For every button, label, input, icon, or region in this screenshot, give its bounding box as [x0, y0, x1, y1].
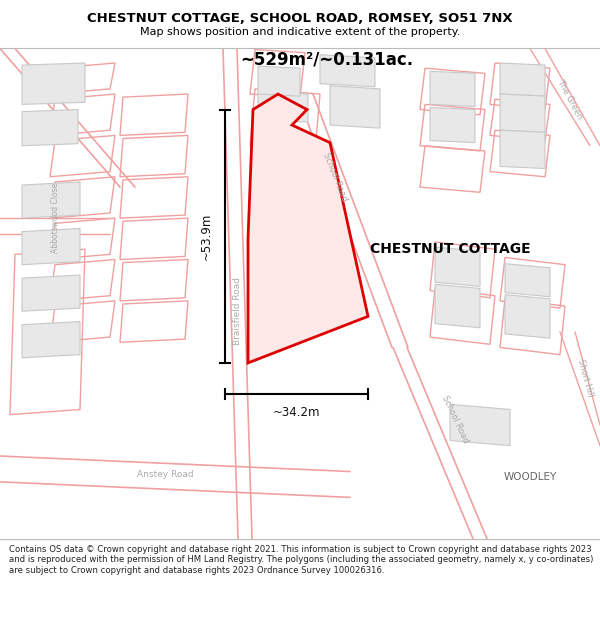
- Polygon shape: [22, 109, 78, 146]
- Polygon shape: [450, 404, 510, 446]
- Polygon shape: [500, 130, 545, 169]
- Polygon shape: [258, 92, 308, 122]
- Polygon shape: [505, 294, 550, 338]
- Text: Short Hill: Short Hill: [575, 359, 595, 398]
- Text: Map shows position and indicative extent of the property.: Map shows position and indicative extent…: [140, 27, 460, 37]
- Polygon shape: [500, 94, 545, 132]
- Polygon shape: [330, 86, 380, 128]
- Polygon shape: [22, 63, 85, 104]
- Polygon shape: [435, 247, 480, 286]
- Polygon shape: [22, 322, 80, 357]
- Polygon shape: [22, 229, 80, 264]
- Text: School Road: School Road: [440, 394, 470, 445]
- Polygon shape: [248, 94, 368, 363]
- Polygon shape: [435, 284, 480, 328]
- Text: Braisfield Road: Braisfield Road: [233, 278, 241, 345]
- Polygon shape: [258, 66, 300, 96]
- Text: School Road: School Road: [321, 151, 349, 202]
- Polygon shape: [430, 71, 475, 106]
- Text: ~34.2m: ~34.2m: [273, 406, 320, 419]
- Text: Contains OS data © Crown copyright and database right 2021. This information is : Contains OS data © Crown copyright and d…: [9, 545, 593, 574]
- Polygon shape: [500, 63, 545, 96]
- Text: Abbotswood Close: Abbotswood Close: [50, 183, 59, 253]
- Polygon shape: [320, 55, 375, 87]
- Text: CHESTNUT COTTAGE: CHESTNUT COTTAGE: [370, 242, 530, 256]
- Polygon shape: [505, 264, 550, 297]
- Polygon shape: [22, 275, 80, 311]
- Text: ~53.9m: ~53.9m: [200, 213, 213, 260]
- Text: ~529m²/~0.131ac.: ~529m²/~0.131ac.: [240, 50, 413, 68]
- Polygon shape: [430, 107, 475, 142]
- Text: The Green: The Green: [556, 78, 584, 121]
- Polygon shape: [22, 182, 80, 218]
- Text: CHESTNUT COTTAGE, SCHOOL ROAD, ROMSEY, SO51 7NX: CHESTNUT COTTAGE, SCHOOL ROAD, ROMSEY, S…: [87, 12, 513, 25]
- Text: WOODLEY: WOODLEY: [503, 472, 557, 482]
- Text: Anstey Road: Anstey Road: [137, 470, 193, 479]
